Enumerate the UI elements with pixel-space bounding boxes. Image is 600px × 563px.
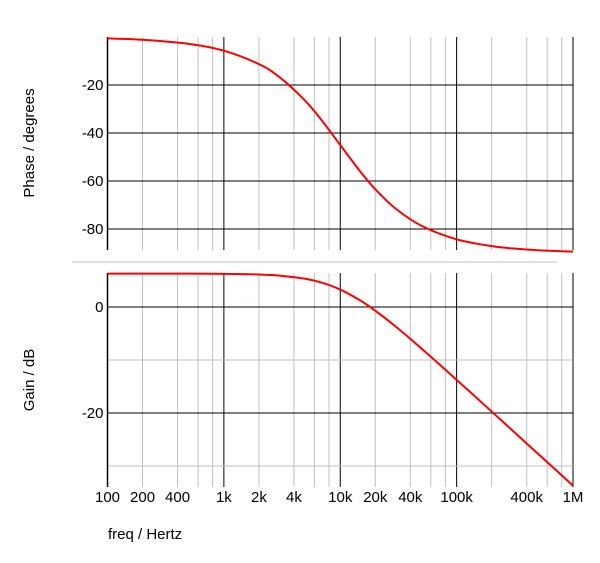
gain-axis-label: Gain / dB (21, 349, 38, 412)
x-axis-label: freq / Hertz (108, 526, 182, 543)
x-tick-label: 40k (398, 489, 423, 506)
x-tick-label: 1M (563, 489, 584, 506)
x-tick-label: 400k (510, 489, 543, 506)
x-tick-label: 400 (165, 489, 190, 506)
phase-series-line (107, 37, 574, 253)
x-tick-label: 4k (286, 489, 302, 506)
gain-panel: 0 -20 100 200 400 1k 2k 4k 10k 20k 40k 100k 400k 1M (82, 272, 584, 506)
x-tick-label: 10k (328, 489, 353, 506)
phase-panel: -20 -40 -60 -80 (82, 37, 574, 253)
y-tick-label: -60 (82, 173, 104, 190)
x-tick-label: 20k (363, 489, 388, 506)
x-tick-label: 100 (95, 489, 120, 506)
x-tick-label: 200 (130, 489, 155, 506)
gain-series-line (107, 272, 574, 487)
x-tick-label: 100k (440, 489, 473, 506)
y-tick-label: -20 (82, 405, 104, 422)
phase-axis-label: Phase / degrees (21, 88, 38, 197)
x-tick-label: 2k (251, 489, 267, 506)
y-tick-label: -40 (82, 125, 104, 142)
y-tick-label: -20 (82, 77, 104, 94)
y-tick-label: 0 (95, 299, 103, 316)
x-tick-label: 1k (216, 489, 232, 506)
y-tick-label: -80 (82, 221, 104, 238)
